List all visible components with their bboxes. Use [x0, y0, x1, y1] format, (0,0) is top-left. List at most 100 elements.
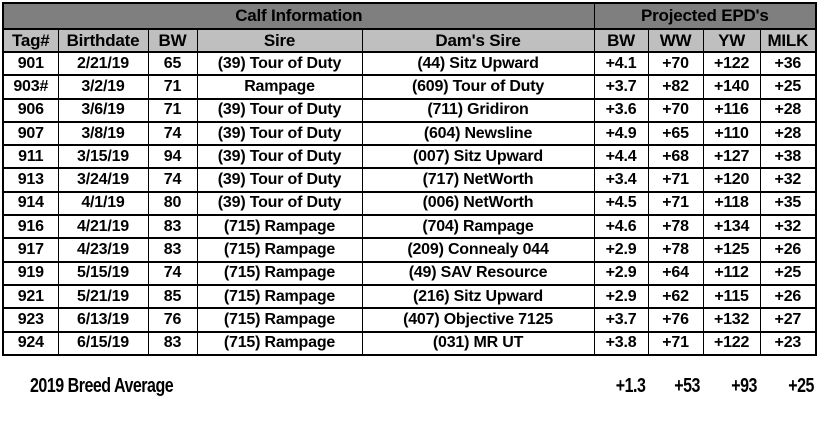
cell-birthdate: 4/23/19 — [57, 237, 149, 263]
cell-epd-ww: +65 — [647, 120, 704, 147]
calf-information-table: Calf Information Projected EPD's Tag# Bi… — [2, 2, 817, 356]
cell-tag: 906 — [2, 97, 59, 123]
cell-tag: 913 — [2, 167, 59, 193]
table-row: 911 3/15/19 94 (39) Tour of Duty (007) Sitz … — [2, 144, 817, 170]
cell-bw: 74 — [147, 120, 198, 147]
table-row: 914 4/1/19 80 (39) Tour of Duty (006) NetWor… — [2, 190, 817, 217]
cell-epd-milk: +35 — [759, 190, 817, 217]
cell-epd-milk: +32 — [759, 167, 817, 193]
breed-average-ww-value: +53 — [674, 374, 700, 397]
cell-birthdate: 4/1/19 — [57, 190, 149, 217]
cell-dams-sire: (209) Connealy 044 — [361, 237, 595, 263]
table-row: 903# 3/2/19 71 Rampage (609) Tour of Duty +3.… — [2, 74, 817, 100]
cell-bw: 83 — [147, 214, 198, 240]
cell-bw: 80 — [147, 190, 198, 217]
table-row: 921 5/21/19 85 (715) Rampage (216) Sitz Upwa… — [2, 283, 817, 310]
cell-sire: (715) Rampage — [196, 330, 363, 356]
cell-epd-ww: +76 — [647, 307, 704, 333]
cell-bw: 76 — [147, 307, 198, 333]
cell-epd-milk: +28 — [759, 97, 817, 123]
cell-epd-milk: +32 — [759, 214, 817, 240]
breed-average-ww: +53 — [659, 375, 715, 398]
cell-dams-sire: (704) Rampage — [361, 214, 595, 240]
cell-birthdate: 3/24/19 — [57, 167, 149, 193]
cell-dams-sire: (006) NetWorth — [361, 190, 595, 217]
column-header-epd-bw: BW — [593, 28, 649, 53]
cell-epd-bw: +4.1 — [593, 50, 649, 77]
cell-sire: (715) Rampage — [196, 307, 363, 333]
cell-epd-milk: +25 — [759, 260, 817, 286]
cell-sire: Rampage — [196, 74, 363, 100]
cell-bw: 83 — [147, 330, 198, 356]
cell-epd-yw: +115 — [702, 283, 761, 310]
cell-sire: (39) Tour of Duty — [196, 167, 363, 193]
group-header-projected-epds: Projected EPD's — [593, 2, 817, 30]
cell-bw: 71 — [147, 97, 198, 123]
breed-average-label: 2019 Breed Average — [30, 374, 174, 397]
cell-dams-sire: (407) Objective 7125 — [361, 307, 595, 333]
column-header-epd-milk: MILK — [759, 28, 817, 53]
table-row: 906 3/6/19 71 (39) Tour of Duty (711) Gridir… — [2, 97, 817, 123]
cell-birthdate: 6/13/19 — [57, 307, 149, 333]
table-body: 901 2/21/19 65 (39) Tour of Duty (44) Sitz U… — [2, 50, 817, 356]
column-header-dams-sire: Dam's Sire — [361, 28, 595, 53]
breed-average-bw: +1.3 — [603, 375, 659, 398]
cell-epd-yw: +122 — [702, 50, 761, 77]
cell-birthdate: 5/21/19 — [57, 283, 149, 310]
cell-epd-ww: +82 — [647, 74, 704, 100]
cell-bw: 74 — [147, 167, 198, 193]
breed-average-bw-value: +1.3 — [616, 374, 646, 397]
cell-birthdate: 2/21/19 — [57, 50, 149, 77]
table-row: 919 5/15/19 74 (715) Rampage (49) SAV Resour… — [2, 260, 817, 286]
cell-tag: 901 — [2, 50, 59, 77]
cell-epd-milk: +38 — [759, 144, 817, 170]
column-header-epd-ww: WW — [647, 28, 704, 53]
cell-epd-bw: +3.7 — [593, 74, 649, 100]
table-row: 916 4/21/19 83 (715) Rampage (704) Rampage +4… — [2, 214, 817, 240]
breed-average-milk: +25 — [773, 375, 817, 398]
cell-epd-yw: +125 — [702, 237, 761, 263]
table-row: 913 3/24/19 74 (39) Tour of Duty (717) NetWo… — [2, 167, 817, 193]
cell-birthdate: 3/15/19 — [57, 144, 149, 170]
cell-tag: 917 — [2, 237, 59, 263]
table-row: 917 4/23/19 83 (715) Rampage (209) Connealy … — [2, 237, 817, 263]
cell-tag: 903# — [2, 74, 59, 100]
cell-epd-bw: +4.4 — [593, 144, 649, 170]
cell-epd-ww: +68 — [647, 144, 704, 170]
cell-epd-milk: +28 — [759, 120, 817, 147]
cell-birthdate: 3/6/19 — [57, 97, 149, 123]
cell-dams-sire: (49) SAV Resource — [361, 260, 595, 286]
column-header-bw: BW — [147, 28, 198, 53]
cell-bw: 94 — [147, 144, 198, 170]
cell-epd-yw: +120 — [702, 167, 761, 193]
cell-tag: 916 — [2, 214, 59, 240]
cell-bw: 65 — [147, 50, 198, 77]
cell-epd-milk: +25 — [759, 74, 817, 100]
cell-sire: (715) Rampage — [196, 237, 363, 263]
cell-epd-yw: +118 — [702, 190, 761, 217]
cell-epd-yw: +134 — [702, 214, 761, 240]
cell-epd-bw: +3.4 — [593, 167, 649, 193]
cell-bw: 74 — [147, 260, 198, 286]
table-row: 923 6/13/19 76 (715) Rampage (407) Objective… — [2, 307, 817, 333]
cell-sire: (39) Tour of Duty — [196, 144, 363, 170]
breed-average-label-wrap: 2019 Breed Average — [2, 375, 603, 398]
cell-tag: 923 — [2, 307, 59, 333]
cell-sire: (715) Rampage — [196, 260, 363, 286]
cell-epd-milk: +26 — [759, 237, 817, 263]
cell-birthdate: 3/2/19 — [57, 74, 149, 100]
cell-dams-sire: (711) Gridiron — [361, 97, 595, 123]
cell-epd-bw: +3.6 — [593, 97, 649, 123]
group-header-calf-information: Calf Information — [2, 2, 595, 30]
cell-epd-yw: +122 — [702, 330, 761, 356]
column-header-birthdate: Birthdate — [57, 28, 149, 53]
cell-epd-yw: +132 — [702, 307, 761, 333]
cell-epd-bw: +2.9 — [593, 260, 649, 286]
cell-epd-ww: +71 — [647, 190, 704, 217]
breed-average-milk-value: +25 — [788, 374, 815, 397]
cell-sire: (39) Tour of Duty — [196, 120, 363, 147]
cell-dams-sire: (216) Sitz Upward — [361, 283, 595, 310]
column-header-epd-yw: YW — [702, 28, 761, 53]
cell-tag: 911 — [2, 144, 59, 170]
